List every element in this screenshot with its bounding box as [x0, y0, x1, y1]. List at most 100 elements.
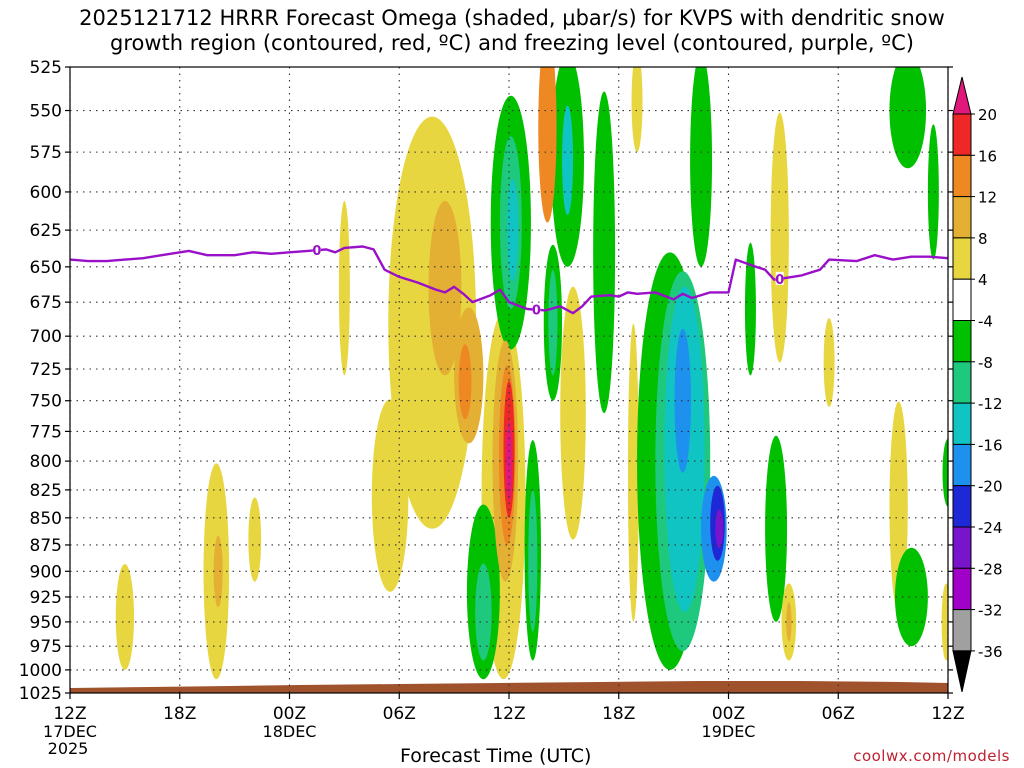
colorbar-top-triangle: [952, 76, 972, 115]
chart-title: 2025121712 HRRR Forecast Omega (shaded, …: [0, 6, 1024, 56]
pressure-tick-label: 1025: [19, 684, 62, 704]
pressure-tick-label: 675: [30, 293, 62, 313]
source-credit: coolwx.com/models: [853, 747, 1010, 765]
pressure-tick-label: 750: [30, 392, 62, 412]
omega-cell: [505, 421, 513, 502]
omega-cell: [371, 399, 409, 592]
time-tick-date: 19DEC: [702, 722, 756, 741]
pressure-tick-label: 850: [30, 509, 62, 529]
freezing-level-label: 0: [775, 273, 784, 288]
omega-cell: [338, 200, 350, 376]
pressure-tick-label: 775: [30, 422, 62, 442]
pressure-tick-label: 525: [30, 58, 62, 78]
omega-shaded-field: [115, 67, 948, 680]
pressure-tick-label: 950: [30, 613, 62, 633]
colorbar-tick-label: -12: [978, 395, 1003, 413]
time-tick-label: 06Z: [383, 704, 416, 724]
omega-cell: [674, 328, 692, 473]
freezing-level-label-bg: [532, 302, 541, 316]
pressure-tick-label: 875: [30, 536, 62, 556]
pressure-tick-label: 600: [30, 183, 62, 203]
pressure-tick-label: 800: [30, 452, 62, 472]
colorbar-tick-label: -20: [978, 478, 1003, 496]
time-tick-label: 18Z: [163, 704, 196, 724]
omega-cell: [560, 286, 586, 540]
omega-cell: [690, 67, 713, 267]
omega-cell: [538, 67, 557, 223]
omega-cell: [631, 67, 643, 153]
omega-cell: [458, 344, 472, 420]
colorbar-tick-label: -24: [978, 519, 1003, 537]
pressure-axis: 525 550 575 600 625 650 675 700 725 750 775 800 825 8…: [19, 58, 953, 704]
omega-colorbar: 20 16 12 8 4 -4 -8 -12 -16 -20 -24 -28 -32 -36: [952, 76, 1003, 693]
omega-cell: [942, 438, 948, 507]
omega-cell: [765, 435, 788, 622]
omega-cell: [770, 112, 789, 363]
colorbar-band: [952, 278, 972, 322]
freezing-level-label: 0: [532, 304, 541, 319]
freezing-level-label: 0: [312, 244, 321, 259]
omega-cell: [941, 583, 948, 661]
omega-cell: [248, 497, 262, 582]
time-tick-label: 12Z: [492, 704, 525, 724]
colorbar-tick-label: 20: [978, 106, 997, 124]
time-tick-label: 12Z: [931, 704, 964, 724]
omega-cell: [475, 563, 492, 661]
terrain-strip: [70, 681, 948, 693]
omega-cell: [593, 91, 616, 414]
time-tick-label: 06Z: [822, 704, 855, 724]
omega-cell: [562, 105, 574, 216]
time-tick-label: 00Z: [712, 704, 745, 724]
pressure-tick-label: 725: [30, 360, 62, 380]
colorbar-tick-label: -32: [978, 602, 1003, 620]
omega-cell: [548, 269, 558, 376]
colorbar-tick-label: -36: [978, 643, 1003, 661]
omega-cell: [213, 535, 223, 608]
colorbar-tick-label: -16: [978, 436, 1003, 454]
chart-title-line2: growth region (contoured, red, ºC) and f…: [110, 31, 914, 55]
time-tick-date: 17DEC: [43, 722, 97, 741]
omega-cell: [715, 509, 724, 549]
freezing-level-label-bg: [775, 271, 784, 285]
colorbar-band: [952, 485, 972, 528]
colorbar-tick-label: -4: [978, 313, 993, 331]
colorbar-band: [952, 526, 972, 569]
colorbar-tick-label: 8: [978, 230, 988, 248]
colorbar-band: [952, 361, 972, 404]
colorbar-band: [952, 443, 972, 487]
pressure-tick-label: 550: [30, 102, 62, 122]
colorbar-band: [952, 113, 972, 156]
colorbar-tick-label: 4: [978, 271, 988, 289]
x-axis-label: Forecast Time (UTC): [400, 745, 592, 767]
colorbar-band: [952, 237, 972, 280]
pressure-tick-label: 1000: [19, 661, 62, 681]
pressure-tick-label: 650: [30, 258, 62, 278]
colorbar-bottom-triangle: [952, 650, 972, 693]
colorbar-tick-label: -28: [978, 560, 1003, 578]
pressure-tick-label: 825: [30, 481, 62, 501]
pressure-tick-label: 700: [30, 327, 62, 347]
omega-cell: [115, 564, 135, 670]
colorbar-band: [952, 154, 972, 198]
omega-cell: [744, 242, 756, 376]
terrain-fill: [70, 681, 948, 693]
time-tick-year: 2025: [48, 739, 89, 758]
freezing-level-contour: 0 0 0: [70, 243, 948, 319]
freezing-level-label-bg: [312, 243, 321, 257]
pressure-tick-label: 575: [30, 143, 62, 163]
omega-cell: [927, 124, 939, 260]
omega-cell: [528, 490, 538, 632]
colorbar-tick-label: 16: [978, 147, 997, 165]
colorbar-band: [952, 320, 972, 363]
omega-cell: [627, 323, 639, 622]
pressure-tick-label: 975: [30, 637, 62, 657]
colorbar-tick-label: 12: [978, 189, 997, 207]
time-tick-label: 00Z: [273, 704, 306, 724]
pressure-tick-label: 900: [30, 562, 62, 582]
time-tick-label: 12Z: [53, 704, 86, 724]
omega-cell: [823, 318, 835, 407]
time-tick-label: 18Z: [602, 704, 635, 724]
omega-cell: [428, 200, 462, 376]
